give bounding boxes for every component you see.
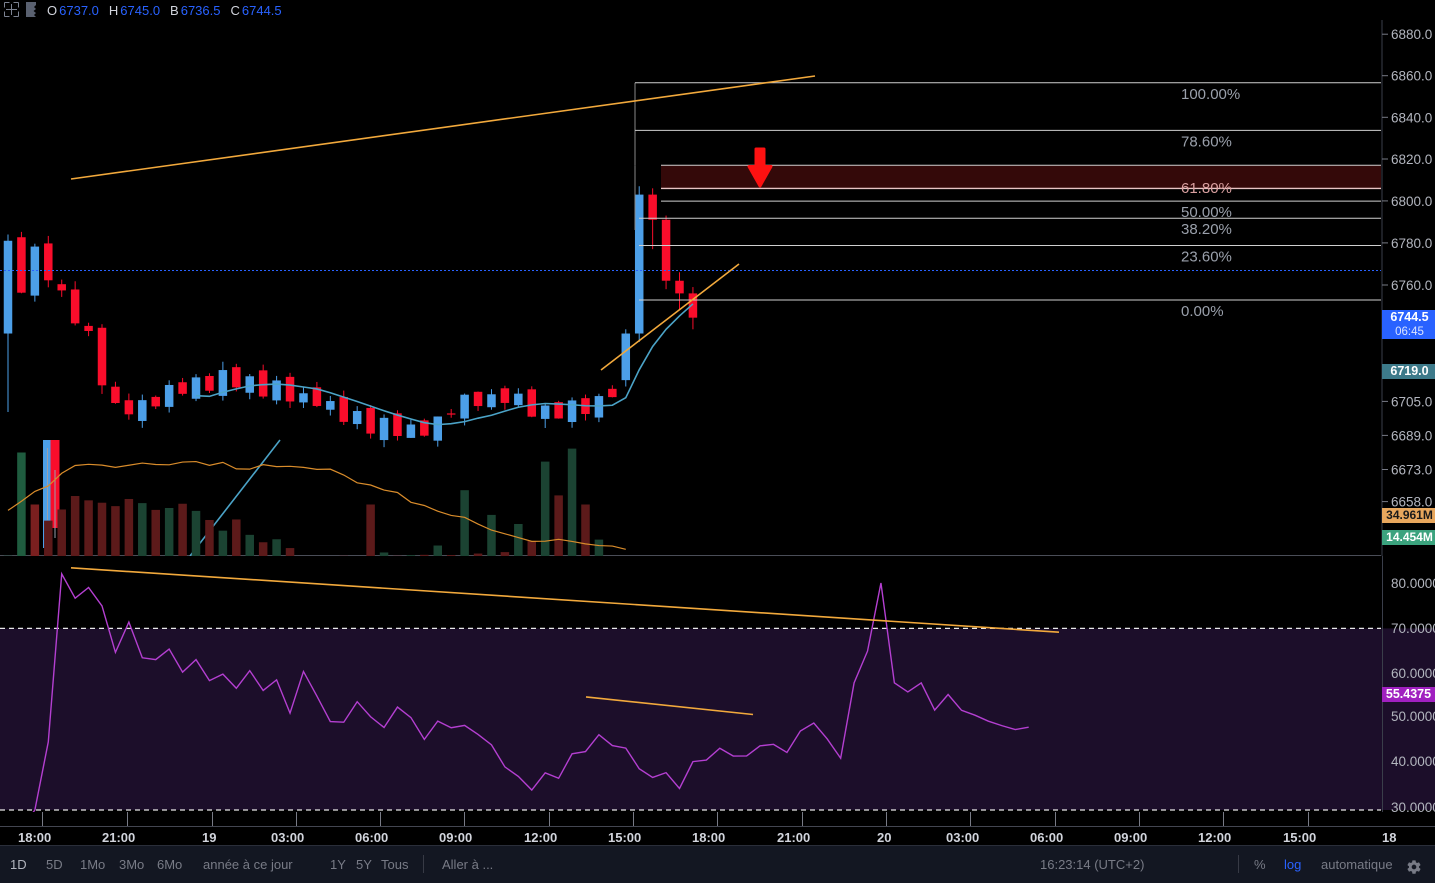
svg-text:6673.0: 6673.0 bbox=[1391, 463, 1432, 478]
svg-text:6840.0: 6840.0 bbox=[1391, 110, 1432, 125]
svg-text:6800.0: 6800.0 bbox=[1391, 194, 1432, 209]
svg-text:6760.0: 6760.0 bbox=[1391, 278, 1432, 293]
svg-text:6820.0: 6820.0 bbox=[1391, 152, 1432, 167]
svg-text:6689.0: 6689.0 bbox=[1391, 428, 1432, 443]
svg-text:6780.0: 6780.0 bbox=[1391, 236, 1432, 251]
svg-text:6705.0: 6705.0 bbox=[1391, 394, 1432, 409]
svg-text:6880.0: 6880.0 bbox=[1391, 27, 1432, 42]
svg-text:6860.0: 6860.0 bbox=[1391, 69, 1432, 84]
